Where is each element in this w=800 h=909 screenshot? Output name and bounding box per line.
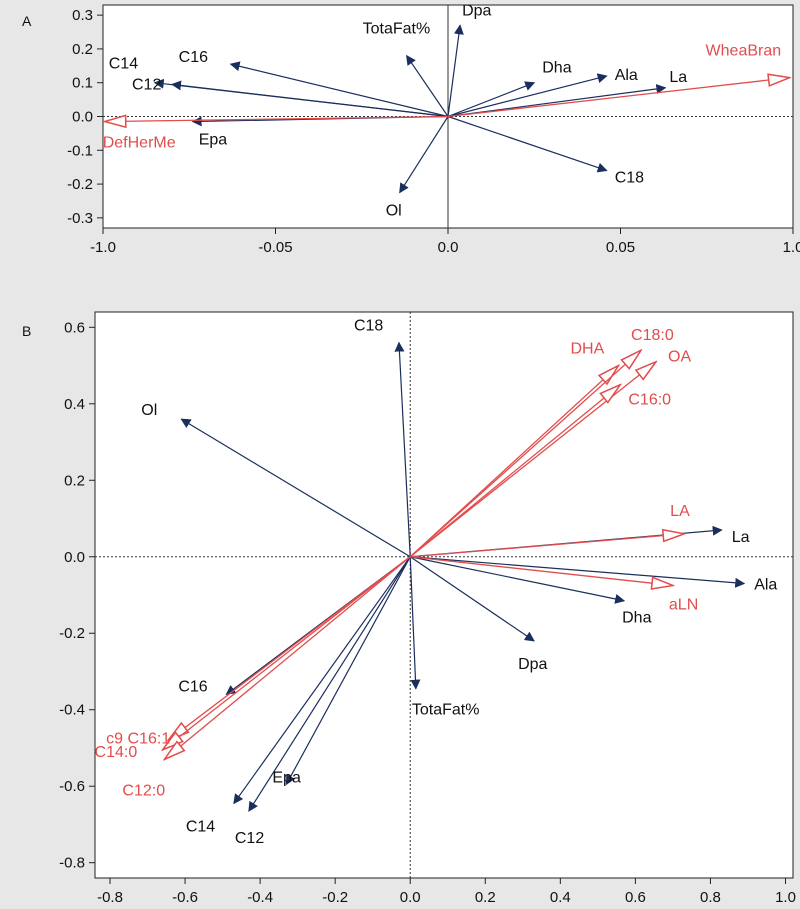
panel-b-vector-c18 [394, 341, 411, 557]
panel-a-vector-c16 [229, 61, 449, 118]
panel-b-label-c18: C18 [354, 318, 383, 335]
panel-b-x-tick-label: 0.6 [625, 889, 646, 906]
panel-a-x-tick-label: 0.05 [606, 239, 635, 256]
panel-a-x-tick-label: -0.05 [258, 239, 292, 256]
panel-b-vector-totafat-pct [409, 556, 421, 690]
panel-b-vector-c12 [248, 556, 411, 812]
panel-b-label-aln: aLN [669, 596, 698, 613]
panel-b-chart: -0.8 -0.6 -0.4 -0.2 0.0 0.2 0.4 0.6 0.8 1.0 -0.8 -0… [59, 312, 796, 906]
panel-b-y-tick-label: -0.8 [59, 855, 85, 872]
panel-b-y-tick-label: -0.6 [59, 778, 85, 795]
panel-a-label-c18: C18 [615, 170, 644, 187]
panel-a-vector-c18 [447, 115, 608, 173]
panel-b-plot-area [94, 311, 794, 879]
panel-b-label-ol: Ol [141, 402, 157, 419]
panel-b-y-tick-label: 0.6 [64, 319, 85, 336]
panel-b-label-dpa: Dpa [518, 656, 547, 673]
panel-b-label: B [22, 323, 31, 339]
panel-a-label-epa: Epa [199, 132, 228, 149]
panel-b-label-ala: Ala [754, 577, 777, 594]
panel-a-label-wheabran: WheaBran [706, 43, 782, 60]
panel-b-label-c12: C12 [235, 830, 264, 847]
panel-b-vector-ala [410, 556, 746, 588]
panel-a-vector-ol [399, 116, 449, 194]
panel-a-vector-defherme [105, 117, 449, 122]
panel-b-label-c16-0: C16:0 [628, 392, 671, 409]
panel-a-chart: -1.0 -0.05 0.0 0.05 1.0 -0.3 -0.2 -0.1 0.0 0.1 0.2… [67, 2, 800, 256]
panel-a-label-la: La [669, 69, 687, 86]
panel-b-label-c12-0: C12:0 [122, 782, 165, 799]
panel-a-label: A [22, 13, 32, 29]
panel-a-y-tick-label: 0.1 [72, 75, 93, 92]
panel-b-vector-c9-c16-1 [168, 556, 411, 741]
panel-b-x-tick-label: 0.2 [475, 889, 496, 906]
panel-a-y-tick-label: -0.1 [67, 142, 93, 159]
panel-a-vector-la [447, 84, 667, 118]
panel-b-label-c9-c16-1: c9 C16:1 [106, 730, 170, 747]
panel-b-y-tick-label: -0.2 [59, 625, 85, 642]
panel-a-vector-wheabran [447, 78, 790, 118]
panel-b-x-tick-label: 0.4 [550, 889, 571, 906]
panel-a-label-ala: Ala [615, 67, 638, 84]
panel-b-vector-c14-0 [163, 556, 411, 750]
panel-b-y-tick-label: 0.0 [64, 549, 85, 566]
panel-b-vector-dpa [409, 556, 535, 642]
panel-b-vector-la [410, 534, 684, 558]
panel-a-label-dha: Dha [542, 60, 571, 77]
panel-a-label-defherme: DefHerMe [103, 135, 176, 152]
panel-b-vector-c14 [233, 556, 411, 805]
panel-b-label-epa: Epa [272, 769, 301, 786]
panel-b-vector-c12-0 [164, 556, 411, 760]
panel-b-x-tick-label: -0.2 [322, 889, 348, 906]
panel-a-label-dpa: Dpa [462, 2, 491, 19]
panel-a-vector-ala [447, 73, 608, 118]
panel-b-y-tick-label: 0.4 [64, 396, 85, 413]
panel-a-x-tick-label: -1.0 [90, 239, 116, 256]
panel-b-label-c14: C14 [186, 818, 215, 835]
panel-a-label-ol: Ol [386, 203, 402, 220]
panel-b-y-tick-label: 0.2 [64, 472, 85, 489]
panel-b-label-c14-0: C14:0 [95, 744, 138, 761]
panel-a-y-tick-label: 0.3 [72, 7, 93, 24]
panel-a-x-tick-label: 0.0 [438, 239, 459, 256]
panel-b-label-oa: OA [668, 349, 691, 366]
panel-b-x-tick-label: 0.8 [700, 889, 721, 906]
panel-a-y-tick-label: 0.2 [72, 41, 93, 58]
panel-a-vector-totafat-pct [406, 54, 449, 117]
panel-a-label-c16: C16 [179, 49, 208, 66]
panel-b-y-tick-label: -0.4 [59, 702, 85, 719]
panel-b-label-c16: C16 [178, 678, 207, 695]
panel-a-y-tick-label: -0.3 [67, 210, 93, 227]
panel-b-x-tick-label: -0.8 [97, 889, 123, 906]
panel-b-x-tick-label: 1.0 [775, 889, 796, 906]
panel-b-x-tick-label: -0.4 [247, 889, 273, 906]
panel-b-vector-dha [410, 556, 626, 604]
panel-a-x-tick-label: 1.0 [783, 239, 800, 256]
panel-b-label-totafat-pct: TotaFat% [412, 702, 480, 719]
panel-a-vector-dha [447, 81, 536, 118]
panel-b-vector-ol [180, 418, 411, 558]
panel-a-y-tick-label: 0.0 [72, 109, 93, 126]
panel-a-label-c14: C14 [109, 56, 138, 73]
panel-a-y-tick-label: -0.2 [67, 176, 93, 193]
panel-b-label-la: La [732, 529, 750, 546]
panel-b-x-tick-label: 0.0 [400, 889, 421, 906]
panel-b-vector-aln [410, 556, 673, 586]
panel-a-label-c12: C12 [132, 76, 161, 93]
panel-b-label-dha: DHA [571, 341, 605, 358]
panel-b-label-dha: Dha [622, 610, 651, 627]
panel-b-vector-epa [285, 556, 411, 786]
panel-a-vector-c12 [171, 80, 449, 118]
panel-b-x-tick-label: -0.6 [172, 889, 198, 906]
panel-a-vector-dpa [447, 24, 464, 117]
panel-a-label-totafat-pct: TotaFat% [363, 21, 431, 38]
panel-b-label-la: LA [670, 503, 690, 520]
panel-b-vector-c16-0 [409, 385, 620, 558]
panel-b-label-c18-0: C18:0 [631, 327, 674, 344]
